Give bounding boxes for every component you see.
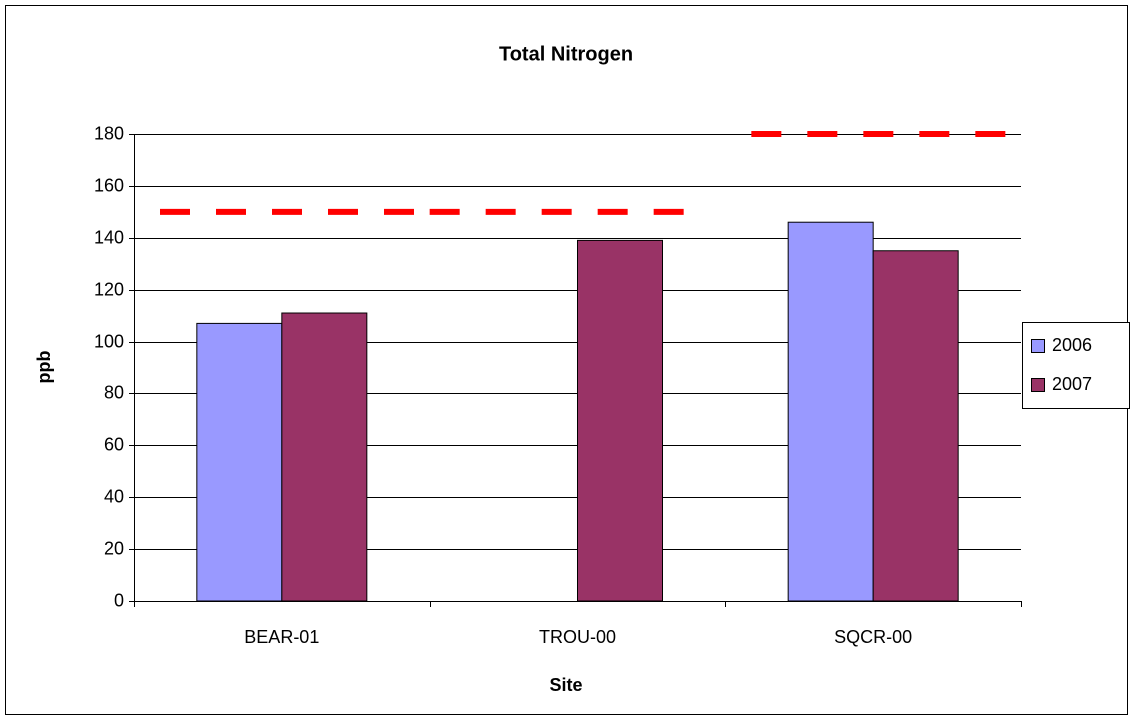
chart-border <box>5 5 1128 715</box>
legend <box>1022 322 1130 409</box>
legend-swatch <box>1031 378 1045 392</box>
legend-label: 2006 <box>1052 335 1092 355</box>
legend-swatch <box>1031 339 1045 353</box>
x-tick-label: TROU-00 <box>539 627 616 647</box>
y-tick-label: 40 <box>104 486 124 506</box>
bar <box>577 239 663 602</box>
bar <box>281 312 368 602</box>
y-axis-label: ppb <box>34 351 54 384</box>
y-tick-label: 0 <box>114 590 124 610</box>
y-tick-label: 140 <box>94 227 124 247</box>
bar <box>872 250 959 602</box>
y-tick-label: 60 <box>104 434 124 454</box>
y-tick-label: 100 <box>94 331 124 351</box>
y-tick-label: 160 <box>94 175 124 195</box>
y-tick-label: 80 <box>104 382 124 402</box>
bar <box>787 221 874 602</box>
bar <box>196 322 283 602</box>
chart-title: Total Nitrogen <box>499 43 633 65</box>
y-tick-label: 20 <box>104 538 124 558</box>
x-tick-label: BEAR-01 <box>244 627 319 647</box>
legend-label: 2007 <box>1052 374 1092 394</box>
x-axis-label: Site <box>549 675 582 695</box>
y-tick-label: 180 <box>94 123 124 143</box>
y-tick-label: 120 <box>94 279 124 299</box>
x-tick-label: SQCR-00 <box>834 627 912 647</box>
